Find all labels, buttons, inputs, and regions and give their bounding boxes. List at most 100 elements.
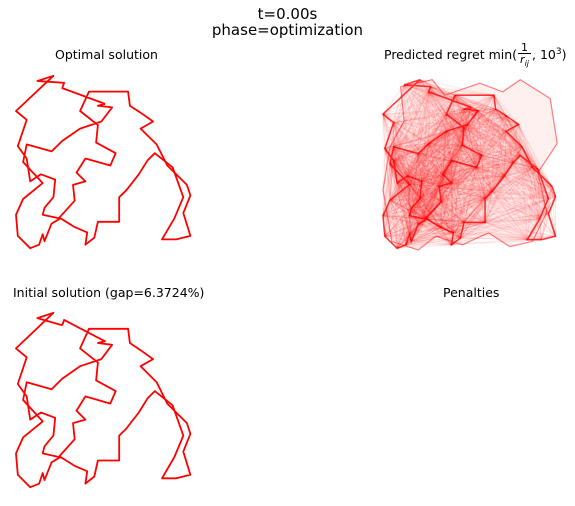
regret-edge [451, 154, 521, 162]
regret-edge [417, 108, 496, 155]
regret-edge [419, 79, 456, 96]
regret-edge [430, 86, 507, 117]
regret-edge [419, 198, 454, 234]
regret-edge [428, 123, 519, 144]
regret-edge [389, 163, 419, 225]
regret-edge [407, 94, 456, 177]
regret-edge [396, 127, 465, 184]
regret-edge [418, 146, 523, 155]
regret-edge [485, 222, 556, 237]
regret-edge [537, 168, 556, 197]
regret-edge [384, 182, 398, 237]
regret-edge [418, 115, 507, 155]
regret-edge [440, 167, 477, 228]
regret-edge [428, 127, 465, 144]
regret-edge [453, 197, 549, 234]
regret-edge [409, 144, 463, 186]
regret-edge [461, 144, 486, 199]
regret-edge [419, 131, 447, 199]
regret-edge [495, 108, 505, 177]
regret-edge [405, 143, 430, 245]
regret-edge [454, 94, 507, 132]
regret-edge [451, 182, 540, 220]
regret-edge [410, 153, 419, 209]
regret-edge [405, 237, 461, 246]
regret-edge [382, 185, 440, 217]
regret-edge [521, 146, 528, 240]
regret-edge [417, 198, 421, 225]
regret-edge [484, 131, 507, 223]
figure-title-phase: phase=optimization [211, 21, 364, 39]
regret-edge [407, 166, 477, 177]
regret-edge [428, 142, 521, 156]
regret-edge [453, 185, 553, 234]
regret-edge [421, 180, 461, 239]
regret-edge [484, 222, 542, 241]
regret-edge [407, 175, 465, 223]
regret-edge [446, 113, 507, 132]
regret-edge [393, 122, 412, 209]
regret-edge [393, 108, 465, 124]
regret-edge [393, 160, 398, 249]
regret-edge [389, 173, 444, 201]
regret-edge [467, 124, 505, 177]
regret-edge [382, 94, 456, 115]
regret-edge [428, 143, 486, 199]
regret-edge [407, 175, 454, 234]
regret-edge [419, 79, 465, 129]
regret-edge [410, 155, 482, 210]
regret-edge [493, 94, 539, 170]
regret-title-prefix: Predicted regret min( [384, 47, 518, 63]
regret-edge [495, 108, 514, 163]
regret-edge [430, 86, 463, 146]
regret-edge [451, 107, 472, 161]
regret-edge [463, 127, 505, 177]
regret-edge [382, 113, 423, 182]
regret-edge [519, 155, 541, 220]
regret-edge [470, 106, 496, 110]
regret-edge [428, 143, 461, 239]
regret-edge [446, 123, 519, 132]
regret-edge [440, 108, 497, 203]
regret-edge [505, 131, 514, 163]
regret-edge [403, 84, 410, 185]
regret-edge [439, 185, 528, 241]
regret-edge [424, 175, 505, 220]
regret-edge [393, 84, 405, 123]
regret-edge [382, 113, 409, 177]
regret-title-mid: , 10 [532, 47, 556, 63]
regret-edge [382, 153, 419, 216]
regret-edge [405, 218, 428, 246]
regret-edge [389, 163, 452, 184]
regret-edge [410, 160, 453, 242]
regret-edge [407, 175, 412, 209]
regret-edge [396, 182, 461, 239]
regret-edge [409, 201, 442, 217]
regret-edge [389, 143, 430, 201]
regret-edge [428, 91, 507, 132]
regret-edge [384, 108, 465, 149]
regret-edge [403, 84, 482, 156]
regret-edge [419, 79, 423, 182]
regret-edge [409, 180, 422, 186]
regret-edge [409, 184, 493, 192]
regret-edge [421, 144, 463, 182]
regret-edge [396, 182, 465, 223]
regret-edge [475, 167, 540, 220]
regret-edge [463, 222, 528, 241]
regret-edge [417, 155, 482, 225]
regret-edge [384, 142, 429, 149]
regret-edge [451, 160, 533, 168]
regret-edge [396, 182, 452, 249]
regret-edge [519, 146, 523, 156]
regret-edge [389, 130, 447, 201]
regret-edge [539, 196, 556, 220]
regret-edge [421, 130, 507, 182]
regret-edge [463, 127, 477, 168]
regret-edge [463, 127, 486, 199]
regret-edge [393, 122, 442, 203]
regret-edge [451, 161, 514, 184]
regret-edge [460, 218, 540, 239]
regret-edge [405, 215, 410, 245]
regret-edge [438, 130, 507, 187]
